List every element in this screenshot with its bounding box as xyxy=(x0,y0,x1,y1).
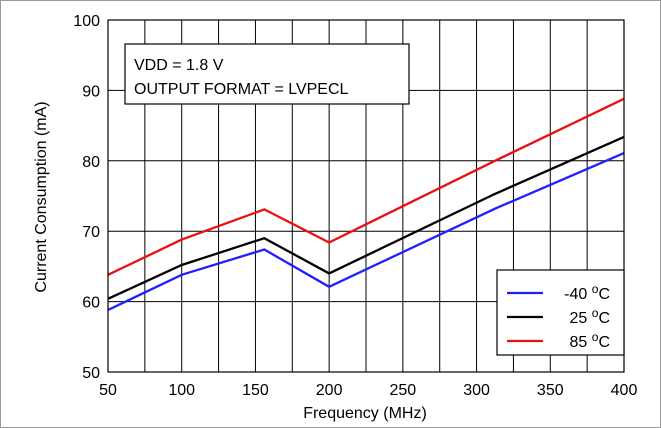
x-tick-label: 150 xyxy=(242,382,269,399)
series-line-1 xyxy=(107,152,625,312)
series-lines xyxy=(107,97,625,312)
y-tick-label: 70 xyxy=(82,224,100,241)
x-axis-label: Frequency (MHz) xyxy=(303,405,427,422)
y-tick-label: 50 xyxy=(82,365,100,382)
y-tick-labels: 50 60 70 80 90 100 xyxy=(73,13,100,382)
x-tick-label: 350 xyxy=(537,382,564,399)
y-axis-label: Current Consumption (mA) xyxy=(33,101,50,292)
annotation-box-border xyxy=(124,43,410,105)
x-tick-label: 250 xyxy=(390,382,417,399)
y-tick-label: 90 xyxy=(82,83,100,100)
x-tick-label: 200 xyxy=(316,382,343,399)
x-tick-label: 100 xyxy=(168,382,195,399)
legend-label-2: 25 oC xyxy=(570,306,611,327)
x-tick-label: 50 xyxy=(99,382,117,399)
legend-label-3: 85 oC xyxy=(570,330,611,351)
series-line-3 xyxy=(107,97,625,276)
y-tick-label: 60 xyxy=(82,295,100,312)
legend: -40 oC 25 oC 85 oC xyxy=(496,269,625,356)
x-tick-label: 400 xyxy=(611,382,638,399)
legend-label-1: -40 oC xyxy=(564,282,610,303)
x-tick-label: 300 xyxy=(463,382,490,399)
y-tick-label: 100 xyxy=(73,13,100,30)
annotation-box: VDD = 1.8 V OUTPUT FORMAT = LVPECL xyxy=(124,43,410,105)
annotation-line-1: VDD = 1.8 V xyxy=(134,57,224,74)
plot-border xyxy=(107,19,625,373)
series-line-2 xyxy=(107,135,625,300)
y-tick-label: 80 xyxy=(82,154,100,171)
x-tick-labels: 50 100 150 200 250 300 350 400 xyxy=(99,382,637,399)
annotation-line-2: OUTPUT FORMAT = LVPECL xyxy=(134,81,349,98)
